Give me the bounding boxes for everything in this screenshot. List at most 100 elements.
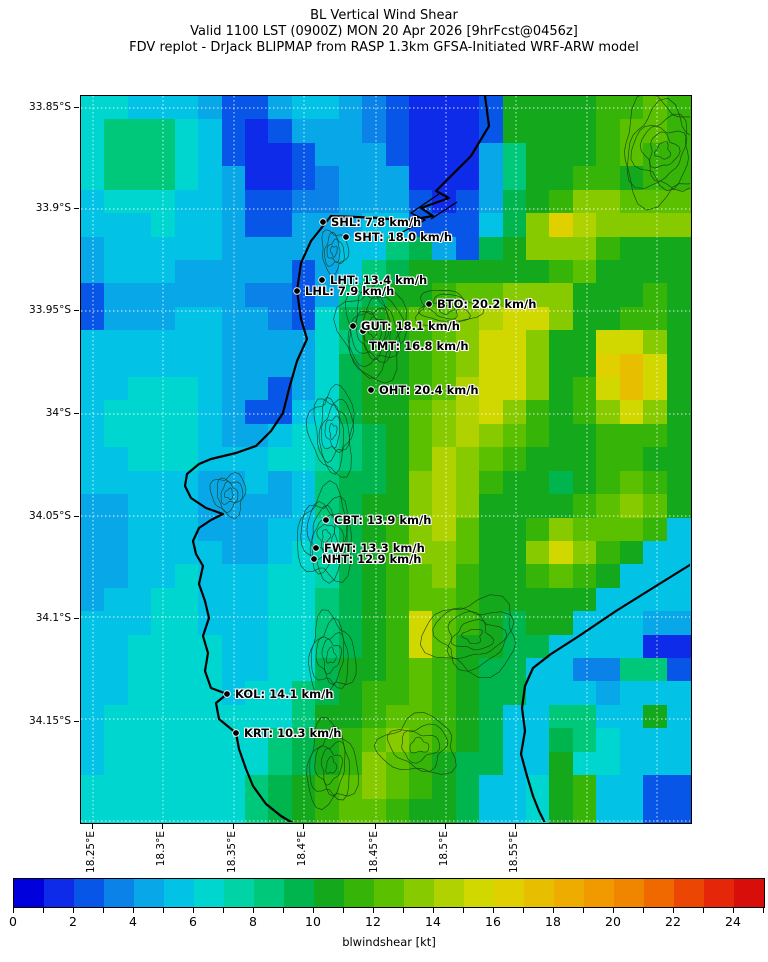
- heatmap-cell: [268, 400, 293, 425]
- heatmap-cell: [643, 96, 668, 121]
- heatmap-cell: [643, 400, 668, 425]
- heatmap-cell: [362, 704, 387, 729]
- heatmap-cell: [502, 189, 527, 214]
- heatmap-cell: [549, 775, 574, 800]
- heatmap-cell: [502, 236, 527, 261]
- heatmap-cell: [127, 189, 152, 214]
- heatmap-cell: [338, 587, 363, 612]
- heatmap-cell: [362, 798, 387, 823]
- heatmap-cell: [151, 142, 176, 167]
- heatmap-cell: [104, 423, 129, 448]
- station-dot-OHT: [367, 386, 375, 394]
- heatmap-cell: [174, 213, 199, 238]
- heatmap-cell: [408, 96, 433, 121]
- heatmap-cell: [572, 166, 597, 191]
- station-label-CBT: CBT: 13.9 km/h: [334, 513, 432, 527]
- heatmap-cell: [338, 470, 363, 495]
- heatmap-cell: [104, 189, 129, 214]
- heatmap-cell: [104, 775, 129, 800]
- y-tick-label: 34.15°S: [29, 715, 71, 727]
- heatmap-cell: [198, 259, 223, 284]
- heatmap-cell: [432, 704, 457, 729]
- heatmap-cell: [502, 283, 527, 308]
- heatmap-cell: [127, 775, 152, 800]
- heatmap-cell: [526, 213, 551, 238]
- heatmap-cell: [151, 517, 176, 542]
- heatmap-cell: [526, 236, 551, 261]
- colorbar-segment: [104, 879, 135, 907]
- colorbar-tick-mark: [523, 908, 524, 913]
- title-line-3: FDV replot - DrJack BLIPMAP from RASP 1.…: [129, 40, 639, 55]
- heatmap-cell: [385, 634, 410, 659]
- contour-line: [626, 97, 690, 192]
- contour-line: [419, 594, 516, 679]
- y-tick-mark: [74, 208, 79, 209]
- heatmap-cell: [455, 236, 480, 261]
- heatmap-cell: [549, 447, 574, 472]
- heatmap-cell: [408, 681, 433, 706]
- heatmap-cell: [643, 213, 668, 238]
- heatmap-cell: [244, 330, 269, 355]
- heatmap-cell: [596, 798, 621, 823]
- heatmap-cell: [221, 353, 246, 378]
- heatmap-cell: [572, 330, 597, 355]
- heatmap-cell: [408, 189, 433, 214]
- heatmap-cell: [502, 377, 527, 402]
- heatmap-cell: [174, 259, 199, 284]
- contour-line: [387, 723, 449, 772]
- heatmap-cell: [221, 119, 246, 144]
- heatmap-cell: [104, 142, 129, 167]
- heatmap-cell: [432, 400, 457, 425]
- contour-line: [320, 747, 343, 786]
- heatmap-cell: [549, 119, 574, 144]
- x-tick-mark: [445, 824, 446, 829]
- heatmap-cell: [432, 213, 457, 238]
- heatmap-cell: [291, 587, 316, 612]
- heatmap-cell: [549, 423, 574, 448]
- heatmap-cell: [127, 704, 152, 729]
- heatmap-cell: [362, 494, 387, 519]
- heatmap-cell: [221, 494, 246, 519]
- heatmap-cell: [385, 423, 410, 448]
- heatmap-cell: [666, 259, 691, 284]
- heatmap-cell: [479, 447, 504, 472]
- heatmap-cell: [151, 634, 176, 659]
- heatmap-cell: [479, 611, 504, 636]
- heatmap-cell: [221, 259, 246, 284]
- heatmap-cell: [104, 681, 129, 706]
- heatmap-cell: [596, 236, 621, 261]
- heatmap-cell: [198, 189, 223, 214]
- heatmap-cell: [479, 564, 504, 589]
- heatmap-cell: [572, 119, 597, 144]
- heatmap-cell: [479, 681, 504, 706]
- heatmap-cell: [174, 634, 199, 659]
- colorbar-tick-mark: [283, 908, 284, 913]
- heatmap-cell: [572, 377, 597, 402]
- heatmap-cell: [291, 775, 316, 800]
- heatmap-cell: [244, 728, 269, 753]
- heatmap-cell: [596, 751, 621, 776]
- heatmap-cell: [455, 540, 480, 565]
- heatmap-cell: [549, 540, 574, 565]
- heatmap-cell: [572, 423, 597, 448]
- heatmap-cell: [174, 236, 199, 261]
- heatmap-cell: [643, 494, 668, 519]
- heatmap-cell: [502, 400, 527, 425]
- station-dot-SHT: [342, 233, 350, 241]
- y-tick-mark: [74, 413, 79, 414]
- heatmap-cell: [338, 658, 363, 683]
- heatmap-cell: [362, 658, 387, 683]
- heatmap-cell: [502, 259, 527, 284]
- heatmap-cell: [385, 611, 410, 636]
- colorbar-segment: [194, 879, 225, 907]
- heatmap-cell: [643, 634, 668, 659]
- station-dot-SHL: [319, 218, 327, 226]
- heatmap-cell: [666, 189, 691, 214]
- heatmap-cell: [666, 330, 691, 355]
- heatmap-cell: [174, 142, 199, 167]
- heatmap-cell: [619, 517, 644, 542]
- colorbar-tick-mark: [163, 908, 164, 913]
- heatmap-cell: [268, 517, 293, 542]
- heatmap-cell: [572, 704, 597, 729]
